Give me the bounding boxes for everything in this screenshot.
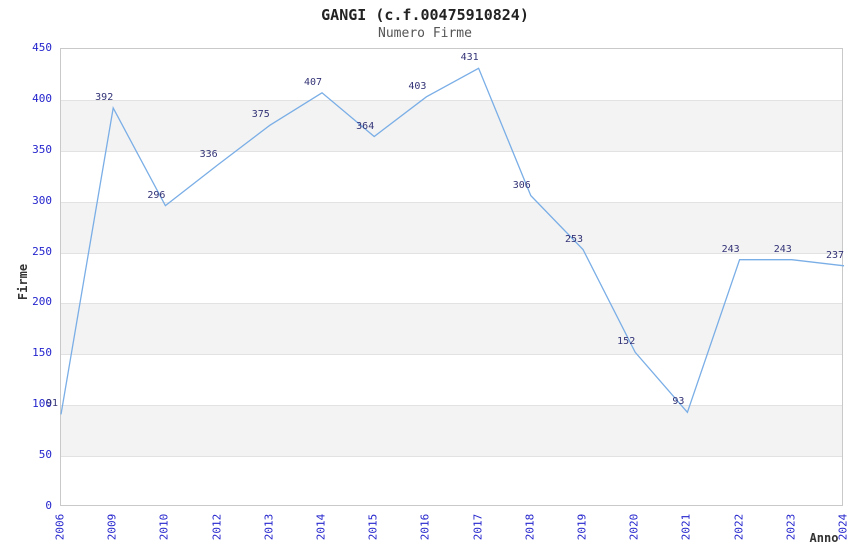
data-point-label: 243 bbox=[721, 243, 740, 255]
x-tick-label: 2014 bbox=[314, 513, 328, 541]
data-point-label: 296 bbox=[147, 189, 166, 201]
x-tick-label: 2019 bbox=[575, 513, 589, 541]
gridline bbox=[61, 252, 842, 254]
x-tick-label: 2010 bbox=[157, 513, 171, 541]
data-point-label: 253 bbox=[564, 233, 584, 245]
gridline bbox=[61, 405, 842, 407]
x-tick-label: 2023 bbox=[784, 513, 798, 541]
x-tick-label: 2013 bbox=[262, 513, 276, 541]
x-tick-label: 2021 bbox=[679, 513, 693, 541]
y-tick-label: 0 bbox=[45, 499, 52, 512]
plot-band bbox=[61, 99, 842, 151]
gridline bbox=[61, 354, 842, 356]
plot-area bbox=[60, 48, 845, 506]
x-tick-label: 2015 bbox=[366, 513, 380, 541]
data-point-label: 364 bbox=[356, 120, 375, 132]
data-point-label: 93 bbox=[672, 396, 685, 408]
x-tick-label: 2020 bbox=[627, 513, 641, 541]
gridline bbox=[61, 99, 842, 101]
x-axis-title: Anno bbox=[809, 531, 839, 545]
gridline bbox=[61, 456, 842, 458]
data-point-label: 403 bbox=[408, 80, 427, 92]
plot-band bbox=[61, 405, 842, 457]
data-point-label: 407 bbox=[303, 76, 323, 88]
y-tick-label: 450 bbox=[32, 41, 52, 54]
x-tick-label: 2022 bbox=[732, 513, 746, 541]
plot-band bbox=[61, 303, 842, 355]
y-tick-label: 400 bbox=[32, 91, 52, 105]
x-tick-label: 2012 bbox=[210, 513, 224, 541]
y-tick-label: 300 bbox=[32, 193, 52, 207]
x-tick-label: 2016 bbox=[418, 513, 432, 541]
x-tick-label: 2018 bbox=[523, 513, 537, 541]
chart-title: GANGI (c.f.00475910824) bbox=[321, 6, 529, 24]
y-tick-label: 150 bbox=[32, 346, 52, 360]
series-line bbox=[60, 67, 845, 415]
y-axis-title: Firme bbox=[16, 263, 30, 301]
gridline bbox=[61, 201, 842, 203]
data-point-label: 392 bbox=[95, 92, 114, 104]
y-tick-label: 200 bbox=[32, 295, 52, 309]
x-tick-label: 2009 bbox=[105, 513, 119, 541]
y-tick-label: 100 bbox=[32, 397, 52, 411]
x-tick-label: 2017 bbox=[471, 513, 485, 541]
y-tick-label: 250 bbox=[32, 244, 52, 258]
plot-band bbox=[61, 201, 842, 253]
x-tick-label: 2006 bbox=[53, 513, 67, 541]
data-point-label: 336 bbox=[199, 149, 218, 161]
series-line-svg bbox=[60, 67, 845, 415]
data-point-label: 243 bbox=[773, 243, 792, 255]
data-point-label: 152 bbox=[617, 336, 636, 348]
gridline bbox=[61, 303, 842, 305]
y-tick-label: 50 bbox=[38, 448, 52, 462]
data-point-label: 431 bbox=[460, 52, 479, 64]
data-point-label: 306 bbox=[512, 179, 531, 191]
data-point-label: 237 bbox=[825, 249, 845, 261]
y-tick-label: 350 bbox=[32, 142, 52, 156]
data-point-label: 375 bbox=[251, 109, 270, 121]
gridline bbox=[61, 150, 842, 152]
chart-subtitle: Numero Firme bbox=[378, 26, 472, 41]
data-point-label: 91 bbox=[45, 398, 59, 410]
